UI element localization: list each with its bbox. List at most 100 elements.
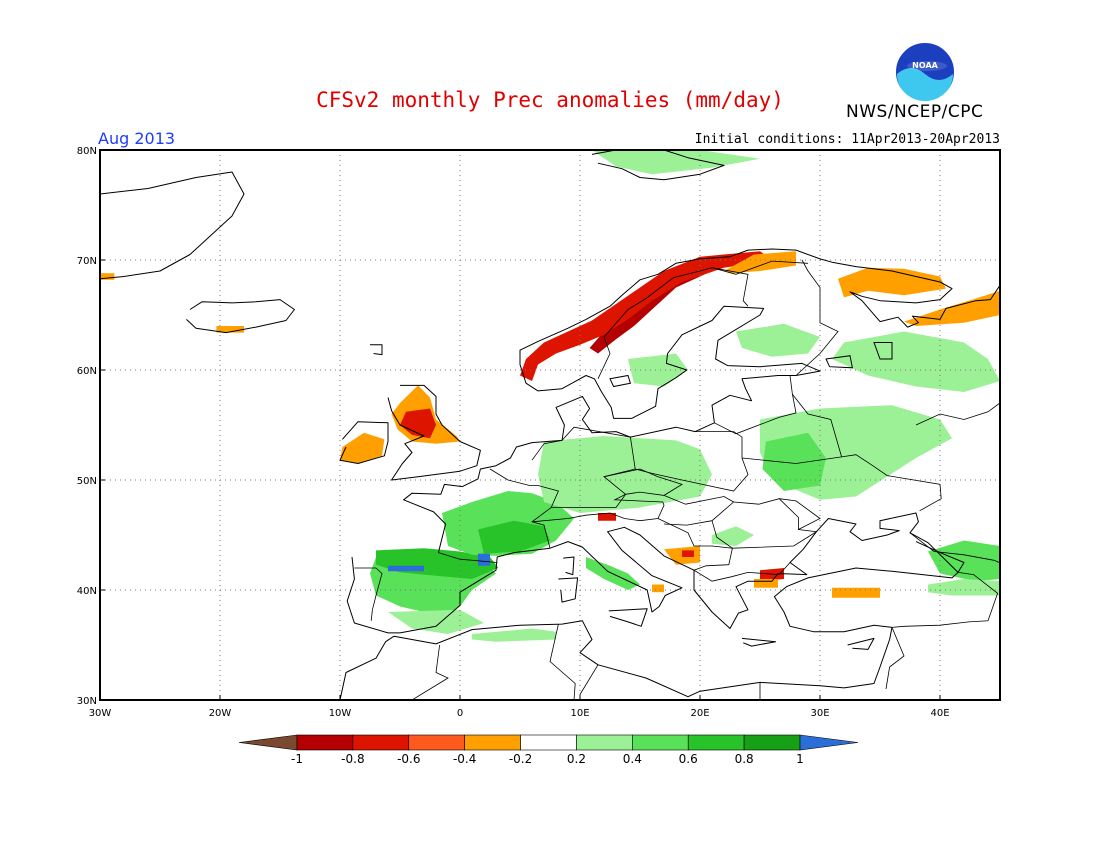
dotted-grid: [100, 150, 1000, 700]
colorbar-swatch: [408, 734, 465, 751]
colorbar-swatch: [352, 734, 410, 751]
border-russia-kaz: [915, 402, 1000, 426]
anomaly-svalbard-light: [592, 150, 760, 175]
colorbar-label: 0.2: [567, 752, 586, 766]
anomaly-balkan-dry-core: [682, 550, 694, 557]
map-title: CFSv2 monthly Prec anomalies (mm/day): [316, 88, 784, 112]
lat-tick-label: 40N: [77, 586, 97, 597]
border-belarus-ukraine: [741, 454, 942, 512]
anomaly-central-europe-light: [538, 436, 712, 513]
colorbar-swatch: [296, 734, 354, 751]
colorbar-swatch: [743, 734, 801, 751]
colorbar-label: 0.6: [679, 752, 698, 766]
anomaly-greece-dry: [760, 568, 784, 582]
anomaly-caucasus-wet: [928, 540, 1000, 582]
coastline-europe-west: [339, 512, 959, 700]
colorbar-swatch: [576, 734, 633, 751]
anomaly-ukraine-moderate: [762, 432, 826, 491]
colorbar-label: 0.8: [735, 752, 754, 766]
anomaly-uk-moderate: [400, 408, 436, 439]
anomaly-adriatic-dry: [598, 513, 616, 521]
colorbar-label: 1: [796, 752, 804, 766]
anomaly-sicily-dry: [652, 584, 664, 593]
lon-tick-label: 10W: [329, 708, 352, 719]
colorbar-label: -0.4: [453, 752, 476, 766]
lat-tick-label: 30N: [77, 696, 97, 707]
border-france-east: [489, 468, 559, 549]
border-sweden-norway: [597, 267, 749, 379]
colorbar: -1 -0.8 -0.6 -0.4 -0.2 0.2 0.4 0.6 0.8 1: [238, 734, 859, 766]
border-finland-russia: [795, 259, 839, 376]
border-norway-finland: [711, 260, 809, 275]
anomaly-finland-light: [736, 323, 820, 357]
border-balkans: [657, 518, 791, 582]
colorbar-high-arrow: [799, 734, 859, 751]
anomaly-turkey-dry: [832, 587, 880, 598]
coastline-greenland-east: [100, 171, 245, 280]
border-portugal: [354, 567, 383, 621]
border-libya-egypt: [579, 664, 761, 700]
lon-tick-label: 30E: [810, 708, 829, 719]
lon-tick-label: 30W: [89, 708, 112, 719]
agency-label: NWS/NCEP/CPC: [846, 102, 984, 122]
anomaly-norway-edge-light: [724, 251, 796, 274]
colorbar-swatch: [520, 734, 577, 751]
border-caucasus: [909, 532, 1000, 564]
noaa-logo-icon: NOAA: [894, 41, 956, 103]
lon-tick-label: 10E: [570, 708, 589, 719]
border-turkey-east: [891, 572, 999, 628]
anomaly-greece-dry-light: [754, 579, 778, 588]
border-romania: [711, 498, 818, 549]
colorbar-label: 0.4: [623, 752, 642, 766]
lake-ladoga: [825, 355, 854, 369]
colorbar-swatch: [464, 734, 521, 751]
anomaly-east-russia-dry: [904, 290, 1000, 326]
coastline-caspian: [999, 518, 1000, 563]
colorbar-label: -0.2: [509, 752, 532, 766]
coastline-britain: [387, 384, 481, 481]
anomaly-algeria-light: [472, 628, 556, 642]
anomaly-ireland-dry: [340, 432, 385, 464]
lon-tick-label: 0: [457, 708, 463, 719]
initial-conditions-label: Initial conditions: 11Apr2013-20Apr2013: [694, 132, 1000, 147]
coastline-iceland: [186, 299, 295, 334]
anomaly-france-very-wet: [478, 553, 490, 566]
coastline-sardinia: [558, 577, 579, 603]
lat-tick-label: 70N: [77, 256, 97, 267]
border-czech-austria: [603, 468, 683, 519]
anomaly-sweden-light: [628, 353, 688, 387]
colorbar-label: -0.8: [341, 752, 364, 766]
coastline-crete: [741, 637, 777, 647]
anomaly-russia-light: [832, 331, 1000, 392]
colorbar-label: -1: [291, 752, 303, 766]
coastline-svalbard: [591, 150, 725, 181]
lat-tick-label: 60N: [77, 366, 97, 377]
anomaly-france-strong: [478, 520, 550, 554]
coastline-faroe: [370, 344, 383, 356]
lake-onega: [873, 342, 893, 360]
anomaly-iberia-very-wet: [388, 565, 424, 572]
colorbar-swatch: [687, 734, 745, 751]
lon-tick-label: 20E: [690, 708, 709, 719]
lat-tick-label: 50N: [77, 476, 97, 487]
border-baltic-states: [714, 375, 797, 435]
coastline-sicily: [608, 608, 648, 627]
coastline-cyprus: [847, 637, 875, 650]
coastline-ireland: [339, 421, 389, 464]
colorbar-low-arrow: [238, 734, 298, 751]
svg-text:NOAA: NOAA: [912, 61, 938, 70]
anomaly-norway-coast-dry: [589, 254, 724, 354]
lon-tick-label: 40E: [930, 708, 949, 719]
axis-ticks: 30W 20W 10W 0 10E 20E 30E 40E 30N 40N 50N 60N 70N 80N: [77, 146, 950, 719]
border-russia-west: [792, 393, 842, 458]
coastlines: [100, 150, 1000, 700]
anomaly-kola-dry: [838, 267, 946, 298]
lat-tick-label: 80N: [77, 146, 97, 157]
border-alps-line: [531, 512, 659, 523]
anomaly-regions: [100, 150, 1000, 642]
anomaly-turkey-light: [928, 579, 1000, 596]
border-levant: [885, 627, 905, 690]
border-pyrenees: [438, 552, 498, 563]
country-borders: [354, 259, 1000, 700]
